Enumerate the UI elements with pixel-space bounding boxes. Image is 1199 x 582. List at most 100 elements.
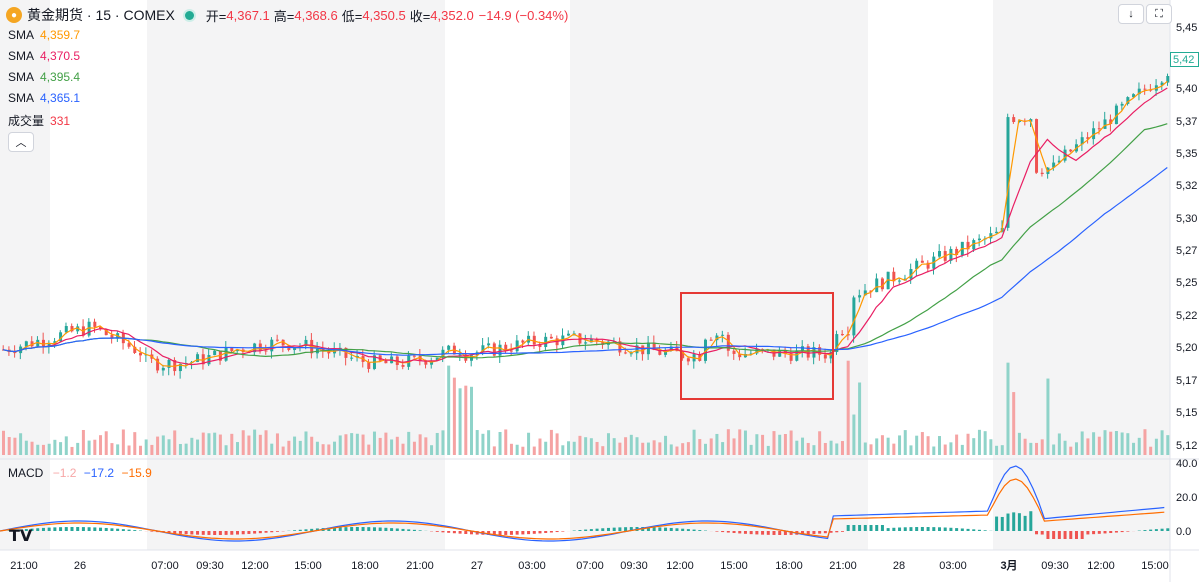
volume-bar (167, 439, 171, 455)
volume-bar (344, 434, 348, 455)
macd-hist-bar (407, 529, 411, 531)
volume-bar (127, 445, 131, 455)
volume-bar (401, 443, 405, 455)
indicator-sma-2[interactable]: SMA 4,370.5 (8, 49, 80, 63)
volume-bar (201, 432, 205, 455)
candle-body (293, 347, 297, 351)
candle-body (127, 343, 131, 347)
volume-bar (138, 445, 142, 455)
volume-bar (327, 444, 331, 455)
macd-hist-bar (1126, 531, 1130, 532)
volume-bar (293, 436, 297, 455)
volume-bar (81, 429, 85, 455)
fullscreen-button[interactable]: ⛶ (1146, 4, 1172, 24)
macd-hist-bar (629, 527, 633, 531)
close-value: 4,352.0 (430, 7, 474, 23)
macd-hist-bar (892, 527, 896, 531)
candle-body (675, 346, 679, 352)
market-status-icon[interactable] (184, 10, 194, 20)
candle-body (972, 240, 976, 250)
collapse-legend-button[interactable]: ︿ (8, 132, 34, 152)
candle-body (823, 354, 827, 359)
candle-body (1160, 82, 1164, 86)
macd-hist-bar (207, 531, 211, 535)
macd-hist-bar (926, 527, 930, 531)
macd-hist-bar (977, 529, 981, 531)
tradingview-logo-icon[interactable]: 𝗧𝗩 (9, 526, 33, 545)
indicator-volume[interactable]: 成交量 331 (8, 112, 70, 129)
volume-bar (960, 444, 964, 455)
volume-bar (275, 433, 279, 455)
volume-bar (133, 432, 137, 455)
macd-hist-bar (766, 531, 770, 535)
volume-bar (30, 441, 34, 455)
indicator-sma-3[interactable]: SMA 4,395.4 (8, 70, 80, 84)
candle-body (880, 278, 884, 290)
candle-body (840, 334, 844, 336)
macd-hist-bar (150, 531, 154, 532)
indicator-sma-4[interactable]: SMA 4,365.1 (8, 91, 80, 105)
symbol-title[interactable]: 黄金期货 · 15 · COMEX (27, 7, 175, 23)
candle-body (201, 354, 205, 365)
macd-hist-bar (1154, 529, 1158, 531)
macd-hist-bar (190, 531, 194, 535)
candle-body (778, 349, 782, 357)
macd-hist-bar (664, 527, 668, 531)
macd-hist-bar (595, 528, 599, 531)
volume-bar (1092, 432, 1096, 455)
candle-body (898, 280, 902, 282)
macd-hist-bar (880, 525, 884, 531)
macd-hist-bar (201, 531, 205, 535)
volume-bar (795, 440, 799, 455)
macd-legend[interactable]: MACD −1.2 −17.2 −15.9 (8, 466, 152, 480)
volume-bar (544, 441, 548, 455)
macd-hist-bar (852, 525, 856, 531)
volume-bar (840, 441, 844, 455)
macd-hist-bar (806, 531, 810, 535)
download-button[interactable]: ↓ (1118, 4, 1144, 24)
macd-hist-bar (76, 527, 80, 531)
volume-bar (1080, 431, 1084, 455)
volume-bar (367, 444, 371, 455)
candle-body (401, 365, 405, 367)
candle-body (435, 357, 439, 361)
candle-body (87, 321, 91, 336)
candle-body (178, 363, 182, 372)
macd-hist-bar (213, 531, 217, 535)
volume-bar (561, 445, 565, 455)
macd-hist-bar (93, 527, 97, 531)
indicator-sma-1[interactable]: SMA 4,359.7 (8, 28, 80, 42)
macd-hist-bar (972, 529, 976, 531)
candle-body (1109, 119, 1113, 125)
candle-body (601, 341, 605, 345)
macd-hist-bar (903, 527, 907, 531)
macd-hist-bar (178, 531, 182, 534)
volume-bar (509, 443, 513, 455)
volume-bar (384, 432, 388, 455)
volume-bar (886, 437, 890, 455)
candle-body (498, 344, 502, 356)
macd-hist-bar (555, 531, 559, 533)
macd-hist-bar (24, 529, 28, 531)
volume-bar (230, 433, 234, 455)
macd-hist-bar (53, 527, 57, 531)
candle-body (1017, 120, 1021, 122)
macd-hist-bar (1160, 528, 1164, 531)
candle-body (686, 358, 690, 362)
indicator-value: 4,370.5 (40, 49, 81, 63)
candle-body (1052, 162, 1056, 168)
macd-hist-bar (646, 527, 650, 531)
price-axis-label: 5,35 (1176, 148, 1197, 160)
candle-body (138, 352, 142, 356)
candle-body (955, 248, 959, 256)
macd-axis-label: 0.0 (1176, 526, 1191, 538)
macd-hist-bar (898, 527, 902, 531)
macd-hist-bar (875, 525, 879, 531)
candle-body (133, 346, 137, 353)
gold-futures-logo-icon: ● (6, 7, 22, 23)
macd-hist-bar (355, 527, 359, 531)
macd-hist-bar (1052, 531, 1056, 539)
macd-hist-bar (13, 529, 17, 531)
candle-body (532, 335, 536, 345)
